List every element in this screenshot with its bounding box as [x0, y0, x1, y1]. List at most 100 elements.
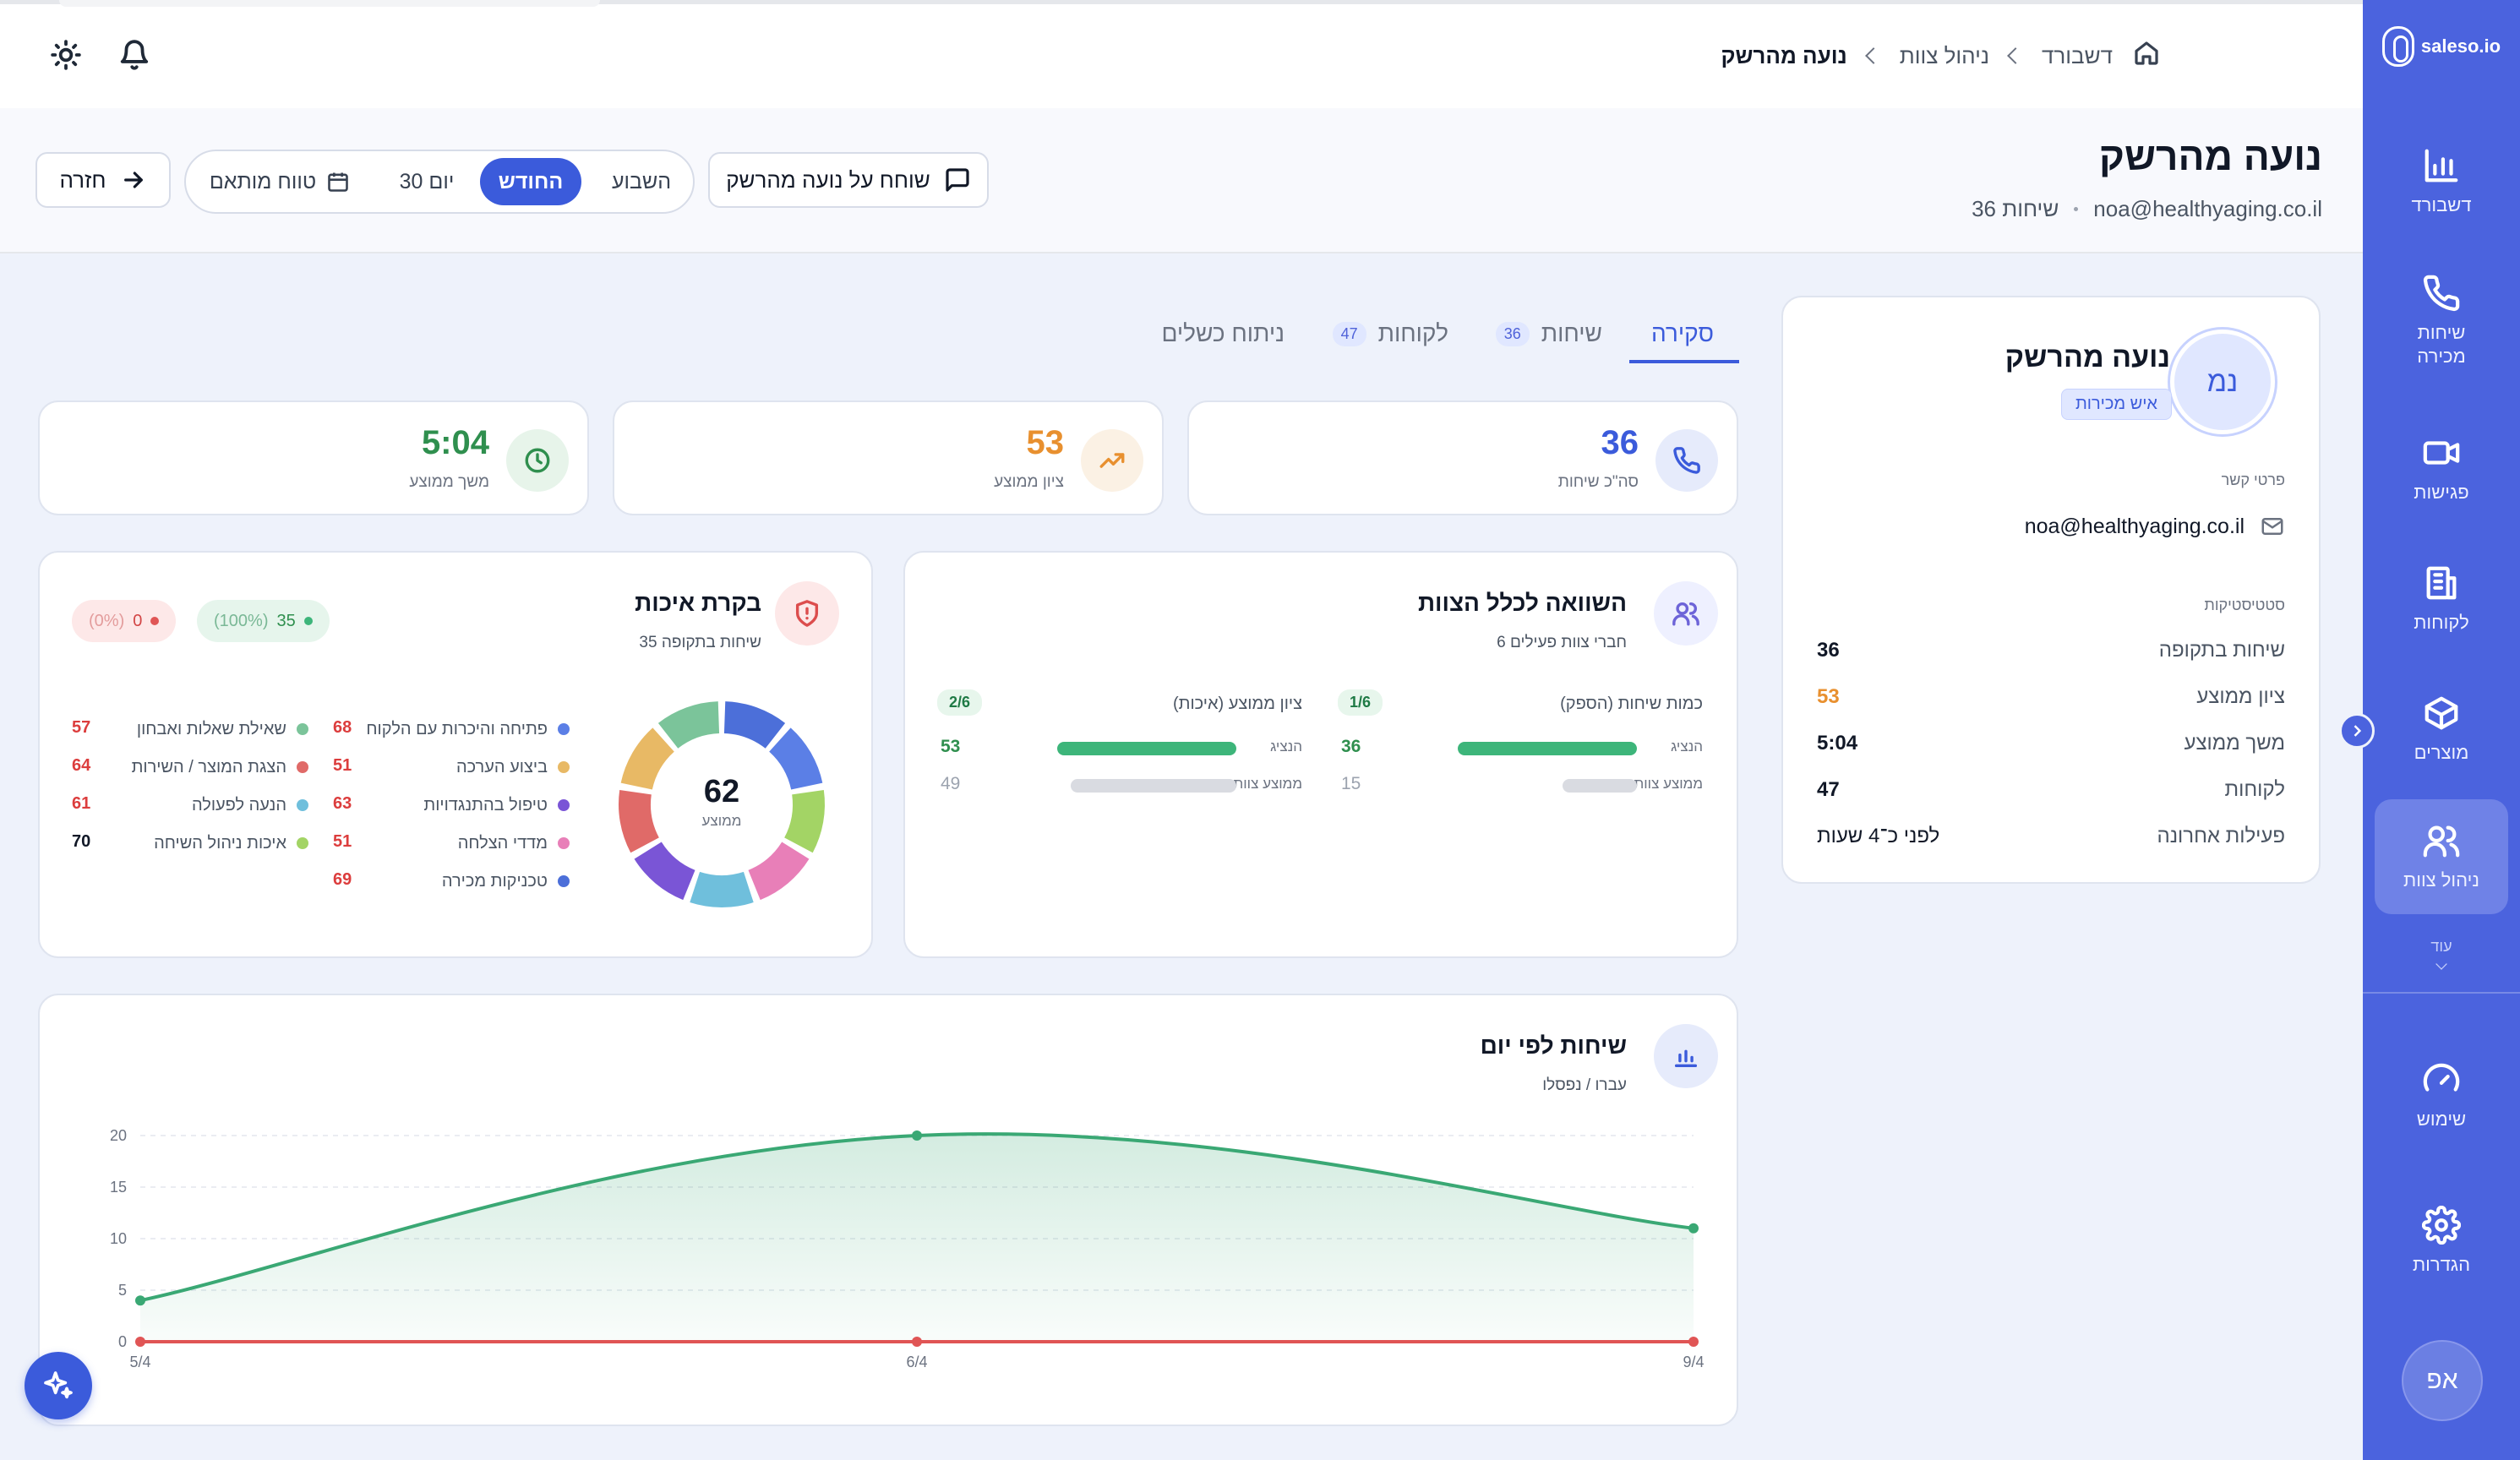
- legend-dot: [297, 761, 308, 773]
- donut-center-value: 62: [703, 774, 740, 809]
- stat-row-key: משך ממוצע: [2184, 732, 2285, 755]
- breadcrumb-team[interactable]: ניהול צוות: [1899, 42, 1989, 68]
- theme-toggle-button[interactable]: [45, 34, 87, 76]
- legend-label: מדדי הצלחה: [457, 833, 548, 853]
- sidebar-item-sales-calls[interactable]: שיחות מכירה: [2375, 253, 2508, 389]
- quality-rank-badge: 2/6: [937, 689, 983, 716]
- tab-overview[interactable]: סקירה: [1651, 306, 1714, 362]
- legend-label: ביצוע הערכה: [455, 757, 548, 776]
- stat-card-avg-score: 53 ציון ממוצע: [613, 400, 1164, 515]
- legend-value: 57: [72, 718, 91, 737]
- volume-rep-bar: הנציג 36: [1341, 737, 1703, 760]
- building-icon: [2426, 566, 2457, 600]
- sidebar-item-team-management[interactable]: ניהול צוות: [2375, 799, 2508, 914]
- chevron-down-icon: [2435, 958, 2447, 970]
- legend-value: 63: [333, 794, 352, 813]
- clock-icon: [525, 448, 550, 473]
- bell-icon: [120, 40, 149, 70]
- tab-customers[interactable]: לקוחות 47: [1332, 306, 1448, 362]
- stat-label: סה"כ שיחות: [1557, 473, 1639, 491]
- bar-chart-icon: [2425, 149, 2458, 182]
- breadcrumb-current: נועה מהרשק: [1721, 42, 1847, 68]
- stat-row: ציון ממוצע 53: [1817, 680, 2285, 714]
- sidebar-item-dashboard[interactable]: דשבורד: [2375, 127, 2508, 237]
- tab-calls[interactable]: שיחות 36: [1495, 306, 1602, 362]
- legend-label: הצגת המוצר / השירות: [131, 757, 286, 776]
- sidebar-divider: [2363, 992, 2520, 994]
- fail-pct: (0%): [89, 611, 125, 630]
- contact-email-row[interactable]: noa@healthyaging.co.il: [2025, 514, 2285, 539]
- sidebar-item-usage[interactable]: שימוש: [2375, 1041, 2508, 1151]
- donut-center-label: ממוצע: [701, 813, 742, 829]
- legend-dot: [558, 723, 570, 735]
- legend-item: פתיחה והיכרות עם הלקוח: [366, 716, 570, 742]
- tab-failure-analysis[interactable]: ניתוח כשלים: [1161, 306, 1285, 362]
- card-subtitle: 6 חברי צוות פעילים: [1497, 634, 1627, 651]
- pass-pct: (100%): [214, 611, 269, 630]
- stat-card-avg-duration: 5:04 משך ממוצע: [38, 400, 589, 515]
- message-square-icon: [946, 168, 969, 192]
- chevron-right-icon: [2354, 725, 2362, 737]
- legend-dot: [558, 761, 570, 773]
- calls-per-day-card: שיחות לפי יום עברו / נפסלו: [38, 994, 1738, 1426]
- sidebar: saleso.io דשבורד שיחות מכירה פגישות לקוח…: [2363, 0, 2520, 1460]
- bar-who-label: הנציג: [1671, 738, 1703, 755]
- bar-value: 53: [941, 737, 961, 756]
- back-button[interactable]: חזרה: [35, 152, 171, 208]
- legend-item: מדדי הצלחה: [458, 831, 570, 856]
- tab-customers-badge: 47: [1332, 321, 1366, 346]
- pass-dot: [303, 617, 313, 625]
- legend-item: איכות ניהול השיחה: [154, 831, 308, 856]
- stat-row-key: שיחות בתקופה: [2158, 639, 2285, 662]
- sun-icon: [51, 40, 81, 70]
- sidebar-item-label: הגדרות: [2412, 1254, 2471, 1275]
- sidebar-item-customers[interactable]: לקוחות: [2375, 544, 2508, 654]
- header-email: noa@healthyaging.co.il: [2093, 196, 2322, 221]
- legend-dot: [297, 837, 308, 849]
- period-custom[interactable]: טווח מותאם: [198, 158, 362, 205]
- chart-subtitle: עברו / נפסלו: [1542, 1076, 1627, 1094]
- card-icon-wrap: [1654, 581, 1718, 646]
- ai-assistant-button[interactable]: [25, 1352, 92, 1419]
- bar-who-label: ממוצע צוות: [1634, 776, 1704, 792]
- brand-name: saleso.io: [2420, 35, 2501, 57]
- sidebar-item-label: לקוחות: [2414, 612, 2469, 633]
- notifications-button[interactable]: [113, 34, 155, 76]
- period-month[interactable]: החודש: [480, 158, 581, 205]
- chevron-left-icon: [1864, 47, 1882, 64]
- users-icon: [1672, 602, 1699, 626]
- brand[interactable]: saleso.io: [2378, 22, 2505, 71]
- arrow-right-icon: [123, 172, 143, 188]
- back-button-label: חזרה: [59, 166, 106, 193]
- user-avatar-button[interactable]: אפ: [2402, 1340, 2483, 1421]
- quality-avg-bar: ממוצע צוות 49: [941, 774, 1302, 798]
- breadcrumb-dashboard[interactable]: דשבורד: [2042, 42, 2113, 68]
- stat-icon-wrap: [506, 429, 569, 492]
- brand-logo: [2381, 26, 2414, 67]
- bar-fill: [1057, 742, 1236, 755]
- legend-label: טיפול בהתנגדויות: [423, 795, 548, 814]
- sidebar-collapse-button[interactable]: [2339, 713, 2375, 749]
- stat-value: 36: [1601, 424, 1639, 461]
- period-30days[interactable]: 30 יום: [399, 169, 455, 193]
- breadcrumb-home[interactable]: [2133, 40, 2160, 73]
- legend-item: הנעה לפעולה: [192, 793, 308, 818]
- period-custom-label: טווח מותאם: [209, 169, 317, 193]
- stat-value: 5:04: [421, 424, 489, 461]
- period-week[interactable]: השבוע: [611, 169, 672, 193]
- sidebar-item-products[interactable]: מוצרים: [2375, 674, 2508, 784]
- bar-value: 36: [1341, 737, 1361, 756]
- top-shadow: [59, 0, 600, 7]
- legend-item: שאילת שאלות ואבחון: [137, 716, 308, 742]
- sidebar-more[interactable]: עוד: [2375, 938, 2508, 971]
- sidebar-item-meetings[interactable]: פגישות: [2375, 414, 2508, 524]
- fail-count-pill: (0%) 0: [72, 600, 177, 642]
- legend-item: טיפול בהתנגדויות: [423, 793, 570, 818]
- sidebar-item-settings[interactable]: הגדרות: [2375, 1186, 2508, 1296]
- chat-about-rep-button[interactable]: שוחח על נועה מהרשק: [708, 152, 989, 208]
- sparkles-icon: [44, 1371, 73, 1399]
- legend-dot: [297, 799, 308, 811]
- legend-item: ביצוע הערכה: [456, 755, 570, 780]
- card-title: בקרת איכות: [635, 590, 761, 616]
- stat-row-value: 36: [1817, 639, 1840, 662]
